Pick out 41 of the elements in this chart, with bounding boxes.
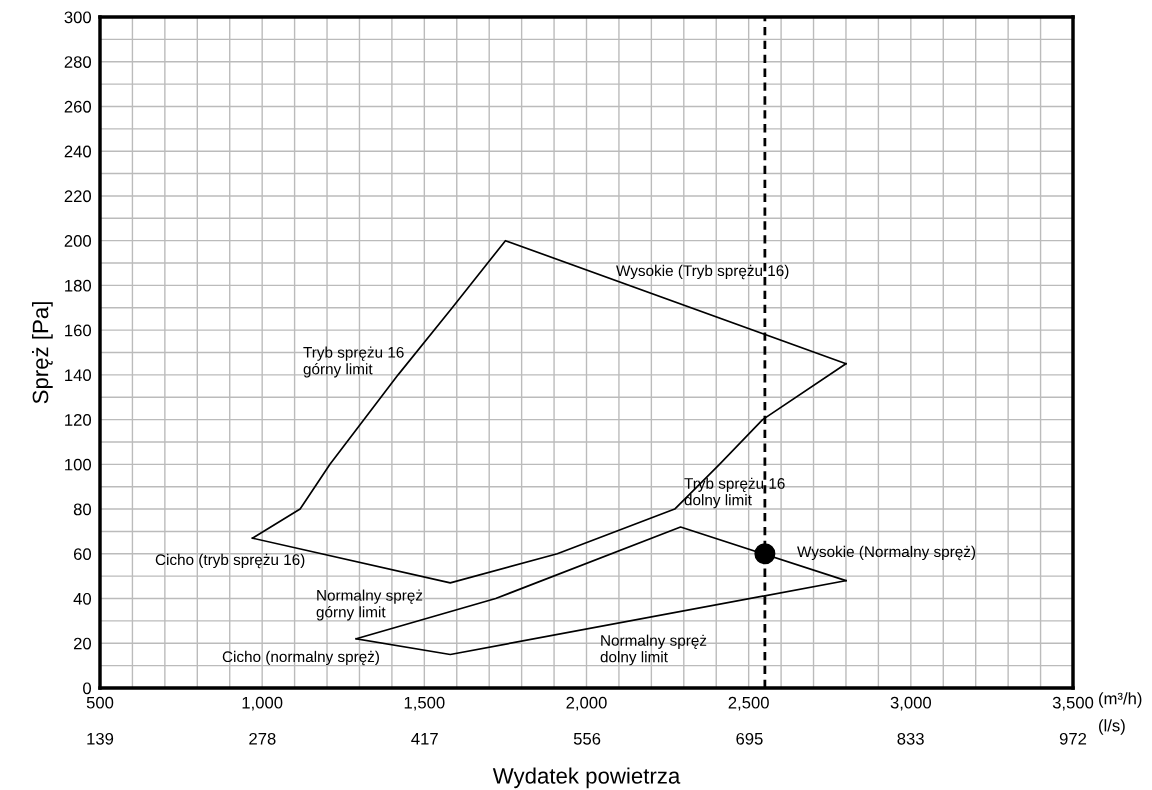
x-tick-label: 3,000 (890, 696, 932, 711)
annotation: Cicho (normalny spręż) (222, 650, 379, 666)
x-tick-label: 1,500 (404, 696, 445, 711)
y-tick-label: 280 (64, 56, 92, 68)
x-tick-label: 3,500 (1052, 696, 1094, 711)
text: (l/s) (1099, 719, 1125, 735)
annotation: Wysokie (Normalny spręż) (797, 545, 976, 561)
annotation: Wysokie (Tryb sprężu 16) (616, 264, 789, 280)
y-tick-label: 40 (73, 592, 92, 605)
text: (m³/h) (1099, 692, 1142, 708)
y-tick-label: 20 (73, 637, 92, 650)
y-tick-label: 0 (83, 682, 92, 695)
x-tick-label: 1,000 (242, 696, 283, 711)
x2-tick-label: 139 (87, 732, 114, 745)
x2-tick-label: 833 (897, 732, 924, 745)
y-tick-label: 260 (64, 100, 92, 113)
x2-tick-label: 972 (1059, 732, 1087, 745)
x2-tick-label: 417 (411, 733, 438, 745)
y-tick-label: 60 (73, 548, 92, 560)
y-tick-label: 100 (65, 458, 92, 471)
x-tick-label: 2,500 (728, 696, 769, 711)
annotation: Tryb sprężu 16 górny limit (303, 346, 404, 378)
y-tick-label: 160 (65, 324, 92, 337)
x-tick-label: 2,000 (566, 696, 607, 711)
x-tick-label: 500 (86, 696, 114, 709)
y-axis-title: Spręż [Pa] (32, 302, 53, 404)
annotation: Cicho (tryb sprężu 16) (155, 553, 305, 569)
y-tick-label: 140 (65, 369, 92, 382)
y-tick-label: 240 (64, 145, 92, 158)
annotation: Normalny spręż dolny limit (600, 634, 707, 666)
y-tick-label: 120 (65, 414, 92, 426)
x-axis-title: Wydatek powietrza (492, 767, 681, 789)
y-tick-label: 200 (64, 235, 92, 247)
annotation: Normalny spręż górny limit (316, 589, 423, 621)
y-tick-label: 180 (65, 279, 92, 292)
y-tick-label: 220 (64, 190, 92, 203)
y-tick-label: 80 (73, 503, 92, 516)
x2-tick-label: 556 (573, 732, 601, 745)
x2-tick-label: 695 (736, 732, 763, 745)
x2-tick-label: 278 (249, 732, 276, 745)
y-tick-label: 300 (64, 11, 92, 24)
